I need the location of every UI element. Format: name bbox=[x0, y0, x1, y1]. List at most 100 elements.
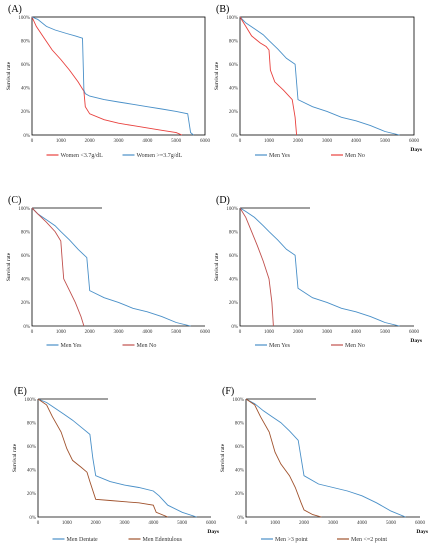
y-tick-label: 40% bbox=[229, 87, 238, 92]
x-tick-label: 1000 bbox=[270, 521, 281, 526]
x-tick-label: 6000 bbox=[415, 521, 426, 526]
y-tick-label: 100% bbox=[24, 398, 36, 403]
y-tick-label: 60% bbox=[235, 445, 244, 450]
x-tick-label: 3000 bbox=[322, 139, 333, 144]
panel-label: (B) bbox=[216, 4, 229, 15]
series-line-0 bbox=[239, 207, 400, 327]
x-tick-label: 6000 bbox=[409, 330, 420, 335]
x-tick-label: 2000 bbox=[293, 139, 304, 144]
x-tick-label: 6000 bbox=[409, 139, 420, 144]
y-axis-label: Survival rate bbox=[214, 61, 220, 90]
x-axis-label: Days bbox=[410, 147, 422, 153]
x-tick-label: 6000 bbox=[200, 330, 211, 335]
x-tick-label: 3000 bbox=[322, 330, 333, 335]
y-tick-label: 60% bbox=[229, 254, 238, 259]
panel-label: (C) bbox=[8, 195, 21, 206]
y-tick-label: 100% bbox=[226, 207, 238, 212]
legend-label: Men Yes bbox=[269, 343, 291, 349]
y-tick-label: 40% bbox=[27, 469, 36, 474]
y-tick-label: 20% bbox=[235, 492, 244, 497]
x-tick-label: 5000 bbox=[386, 521, 397, 526]
panel-label: (D) bbox=[216, 195, 230, 206]
x-tick-label: 1000 bbox=[264, 139, 275, 144]
panel-label: (A) bbox=[8, 4, 22, 15]
y-tick-label: 100% bbox=[232, 398, 244, 403]
panel-4: (E) 0% 20% 40% 60% 80% 100% 0 1000 2000 3000 4000 50… bbox=[12, 386, 219, 543]
y-tick-label: 20% bbox=[229, 301, 238, 306]
legend-label: Men No bbox=[345, 343, 365, 349]
y-tick-label: 0% bbox=[231, 134, 238, 139]
panel-label: (E) bbox=[14, 386, 27, 397]
series-line-1 bbox=[37, 398, 168, 518]
y-tick-label: 80% bbox=[229, 230, 238, 235]
legend-label: Men Yes bbox=[269, 153, 291, 159]
x-tick-label: 1000 bbox=[62, 521, 73, 526]
x-tick-label: 1000 bbox=[56, 139, 67, 144]
y-tick-label: 0% bbox=[237, 516, 244, 521]
y-tick-label: 100% bbox=[18, 207, 30, 212]
x-tick-label: 2000 bbox=[85, 330, 96, 335]
x-tick-label: 4000 bbox=[148, 521, 159, 526]
series-line-0 bbox=[245, 398, 406, 518]
plot-frame bbox=[239, 16, 415, 136]
series-line-0 bbox=[239, 16, 400, 136]
y-tick-label: 20% bbox=[27, 492, 36, 497]
y-axis-label: Survival rate bbox=[12, 443, 18, 472]
y-tick-label: 60% bbox=[27, 445, 36, 450]
x-tick-label: 6000 bbox=[200, 139, 211, 144]
x-axis-label: Days bbox=[410, 338, 422, 344]
x-tick-label: 1000 bbox=[264, 330, 275, 335]
y-tick-label: 80% bbox=[229, 39, 238, 44]
series-line-0 bbox=[37, 398, 197, 518]
x-tick-label: 4000 bbox=[142, 330, 153, 335]
axis-lines bbox=[245, 399, 420, 518]
axis-lines bbox=[239, 208, 414, 327]
legend-label: Women >=3.7g/dL bbox=[137, 153, 183, 159]
plot-frame bbox=[31, 16, 206, 136]
panel-0: (A) 0% 20% 40% 60% 80% 100% 0 1000 2000 3000 4000 50… bbox=[6, 4, 211, 159]
x-tick-label: 4000 bbox=[142, 139, 153, 144]
x-tick-label: 0 bbox=[37, 521, 40, 526]
y-tick-label: 100% bbox=[18, 16, 30, 21]
x-tick-label: 5000 bbox=[380, 139, 391, 144]
y-tick-label: 60% bbox=[21, 254, 30, 259]
y-tick-label: 0% bbox=[23, 134, 30, 139]
y-tick-label: 60% bbox=[229, 63, 238, 68]
panel-1: (B) 0% 20% 40% 60% 80% 100% 0 1000 2000 3000 4000 50… bbox=[214, 4, 422, 159]
legend-label: Men Yes bbox=[61, 343, 83, 349]
panel-3: (D) 0% 20% 40% 60% 80% 100% 0 1000 2000 3000 4000 50… bbox=[214, 195, 422, 349]
y-tick-label: 20% bbox=[229, 110, 238, 115]
panel-5: (F) 0% 20% 40% 60% 80% 100% 0 1000 2000 3000 4000 50… bbox=[220, 386, 428, 543]
y-tick-label: 40% bbox=[21, 87, 30, 92]
y-tick-label: 80% bbox=[21, 230, 30, 235]
x-tick-label: 4000 bbox=[351, 330, 362, 335]
x-tick-label: 5000 bbox=[171, 139, 182, 144]
x-tick-label: 5000 bbox=[171, 330, 182, 335]
series-line-0 bbox=[31, 16, 183, 136]
panel-2: (C) 0% 20% 40% 60% 80% 100% 0 1000 2000 3000 4000 50… bbox=[6, 195, 211, 349]
y-tick-label: 40% bbox=[229, 278, 238, 283]
y-axis-label: Survival rate bbox=[6, 252, 12, 281]
y-tick-label: 100% bbox=[226, 16, 238, 21]
x-tick-label: 2000 bbox=[85, 139, 96, 144]
y-tick-label: 60% bbox=[21, 63, 30, 68]
axis-lines bbox=[31, 208, 205, 327]
series-line-1 bbox=[31, 16, 194, 136]
legend-label: Men No bbox=[345, 153, 365, 159]
legend-label: Men No bbox=[137, 343, 157, 349]
y-axis-label: Survival rate bbox=[6, 61, 12, 90]
series-line-0 bbox=[31, 207, 191, 327]
x-tick-label: 4000 bbox=[351, 139, 362, 144]
legend-label: Men <=2 point bbox=[351, 537, 387, 543]
x-tick-label: 4000 bbox=[357, 521, 368, 526]
x-tick-label: 2000 bbox=[293, 330, 304, 335]
panel-label: (F) bbox=[222, 386, 234, 397]
y-tick-label: 20% bbox=[21, 110, 30, 115]
x-tick-label: 0 bbox=[31, 330, 34, 335]
x-tick-label: 3000 bbox=[328, 521, 339, 526]
y-tick-label: 0% bbox=[23, 325, 30, 330]
y-tick-label: 40% bbox=[21, 278, 30, 283]
x-tick-label: 2000 bbox=[299, 521, 310, 526]
x-tick-label: 3000 bbox=[120, 521, 131, 526]
